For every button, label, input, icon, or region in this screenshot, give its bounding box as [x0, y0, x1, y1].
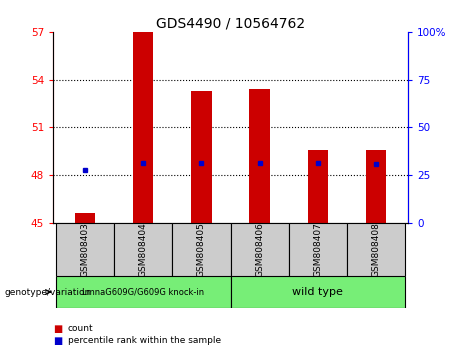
- Bar: [249, 89, 270, 223]
- Bar: [191, 91, 212, 223]
- Text: GSM808408: GSM808408: [372, 222, 380, 277]
- Text: percentile rank within the sample: percentile rank within the sample: [68, 336, 221, 345]
- Bar: [56, 276, 230, 308]
- Text: wild type: wild type: [292, 287, 343, 297]
- Text: genotype/variation: genotype/variation: [5, 287, 91, 297]
- Bar: [307, 150, 328, 223]
- Bar: [289, 223, 347, 276]
- Bar: [230, 223, 289, 276]
- Bar: [172, 223, 230, 276]
- Bar: [114, 223, 172, 276]
- Text: count: count: [68, 324, 94, 333]
- Text: GSM808403: GSM808403: [81, 222, 89, 277]
- Bar: [366, 150, 386, 223]
- Text: GSM808407: GSM808407: [313, 222, 322, 277]
- Bar: [56, 223, 114, 276]
- Text: GSM808405: GSM808405: [197, 222, 206, 277]
- Text: ■: ■: [53, 336, 62, 346]
- Title: GDS4490 / 10564762: GDS4490 / 10564762: [156, 17, 305, 31]
- Text: ■: ■: [53, 324, 62, 333]
- Text: GSM808404: GSM808404: [139, 222, 148, 277]
- Text: GSM808406: GSM808406: [255, 222, 264, 277]
- Text: LmnaG609G/G609G knock-in: LmnaG609G/G609G knock-in: [82, 287, 204, 297]
- Bar: [133, 32, 154, 223]
- Bar: [230, 276, 405, 308]
- Bar: [75, 213, 95, 223]
- Bar: [347, 223, 405, 276]
